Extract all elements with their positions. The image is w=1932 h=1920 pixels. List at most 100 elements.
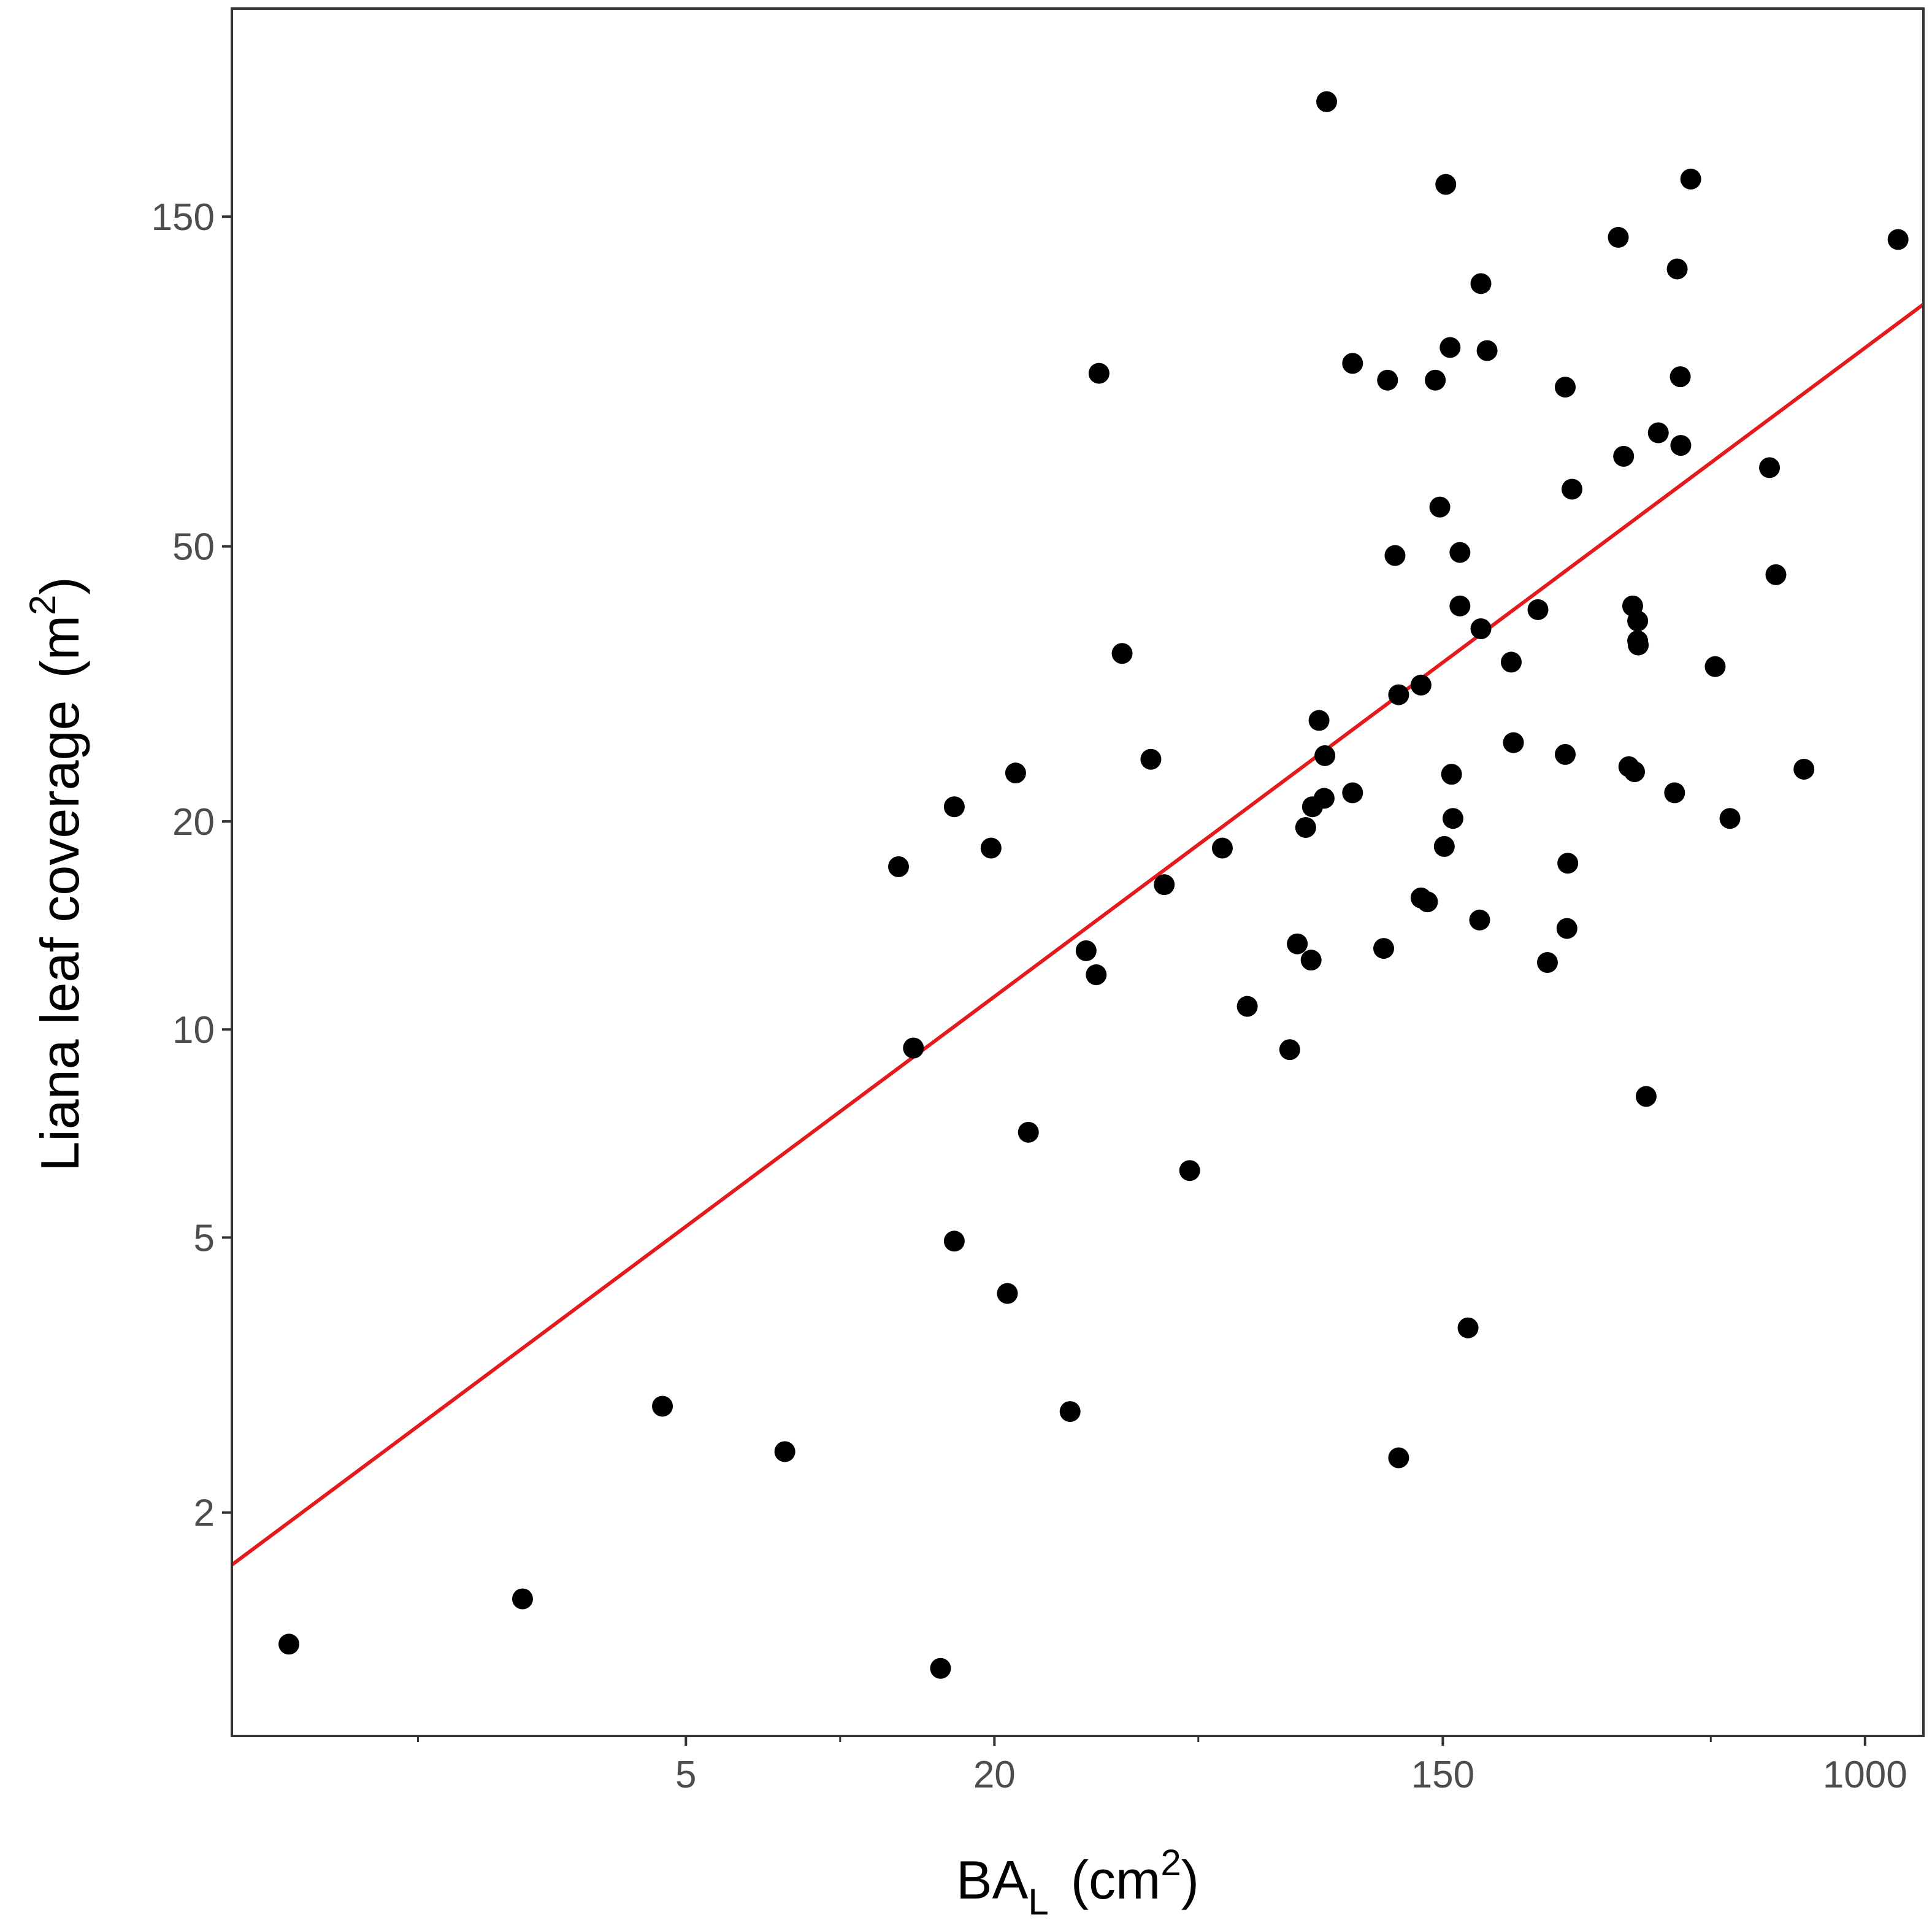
data-point [1887,229,1909,250]
data-point [943,796,965,818]
data-point [1075,940,1097,961]
plot-background [232,9,1923,1736]
data-point [1342,353,1363,374]
data-point [1342,782,1363,804]
data-point [1388,684,1409,705]
data-point [1313,788,1335,809]
data-point [1555,377,1576,398]
data-point [1439,337,1461,358]
data-point [1666,258,1688,280]
data-point [1470,273,1492,294]
data-point [997,1283,1018,1304]
data-point [1647,422,1669,444]
data-point [1719,808,1741,829]
data-point [943,1231,965,1252]
data-point [1624,761,1646,783]
data-point [1300,950,1322,971]
data-point [1086,964,1107,986]
data-point [1088,363,1110,384]
y-axis-title-unit-open: (m [29,615,90,678]
data-point [1500,651,1522,673]
data-point [1111,643,1133,664]
y-axis-title: Liana leaf coverage (m2) [22,577,90,1171]
data-point [1384,545,1406,566]
x-axis-title-main: BA [956,1849,1029,1910]
data-point [1793,758,1815,780]
data-point [1627,610,1649,632]
data-point [1680,168,1701,190]
data-point [1154,874,1175,896]
data-point [774,1441,795,1462]
data-points-layer [278,91,1909,1679]
data-point [1441,764,1462,785]
data-point [1377,369,1398,391]
data-point [1140,748,1162,770]
data-point [278,1634,300,1655]
data-point [930,1657,951,1679]
data-point [1527,599,1549,620]
data-point [1759,457,1781,478]
regression-line [231,302,1925,1567]
x-tick-label: 20 [973,1754,1016,1796]
data-point [1608,226,1629,248]
data-point [652,1396,673,1417]
y-axis-title-main: Liana leaf coverage [29,701,90,1172]
data-point [1635,1086,1657,1107]
x-axis-title: BAL (cm2) [956,1842,1199,1920]
data-point [1373,938,1395,959]
data-point [1449,542,1471,563]
y-axis: 2 5 10 20 50 150 [151,196,232,1535]
data-point [1279,1039,1300,1061]
data-point [1704,656,1726,677]
data-point [1562,478,1583,500]
y-axis-title-superscript: 2 [22,595,63,615]
data-point [980,837,1002,859]
data-point [1442,808,1463,829]
data-point [1211,837,1233,859]
data-point [1613,445,1635,467]
x-axis: 5 20 150 1000 [416,1736,1907,1796]
x-tick-label: 5 [675,1754,696,1796]
data-point [1449,595,1471,616]
data-point [1476,340,1498,361]
plot-panel-border [231,7,1925,1737]
data-point [1388,1447,1409,1469]
x-axis-title-unit-open: (cm [1071,1849,1161,1910]
data-point [903,1037,924,1059]
data-point [1628,634,1649,656]
data-point [1669,366,1691,388]
data-point [1410,674,1432,696]
y-tick-label: 150 [151,196,215,239]
y-tick-label: 2 [194,1492,215,1535]
x-axis-title-superscript: 2 [1160,1842,1181,1883]
y-axis-title-unit-close: ) [29,577,90,594]
fit-line-layer [231,302,1925,1567]
data-point [1556,918,1577,939]
data-point [1664,782,1685,804]
data-point [512,1588,533,1610]
data-point [1236,996,1258,1017]
y-tick-label: 50 [172,526,215,569]
y-tick-label: 10 [172,1009,215,1051]
data-point [1018,1121,1039,1143]
data-point [1429,496,1451,518]
data-point [1555,743,1576,765]
data-point [1470,618,1492,640]
data-point [1557,853,1579,874]
x-axis-title-unit-close: ) [1181,1849,1199,1910]
data-point [1314,745,1336,766]
data-point [1417,891,1438,913]
data-point [888,856,910,877]
data-point [1536,952,1558,973]
x-tick-label: 150 [1411,1754,1474,1796]
data-point [1425,369,1446,391]
data-point [1469,909,1490,931]
data-point [1179,1160,1200,1181]
y-tick-label: 20 [172,801,215,843]
data-point [1308,710,1330,731]
data-point [1295,816,1316,838]
data-point [1435,174,1457,195]
data-point [1316,91,1338,112]
data-point [1005,762,1026,784]
